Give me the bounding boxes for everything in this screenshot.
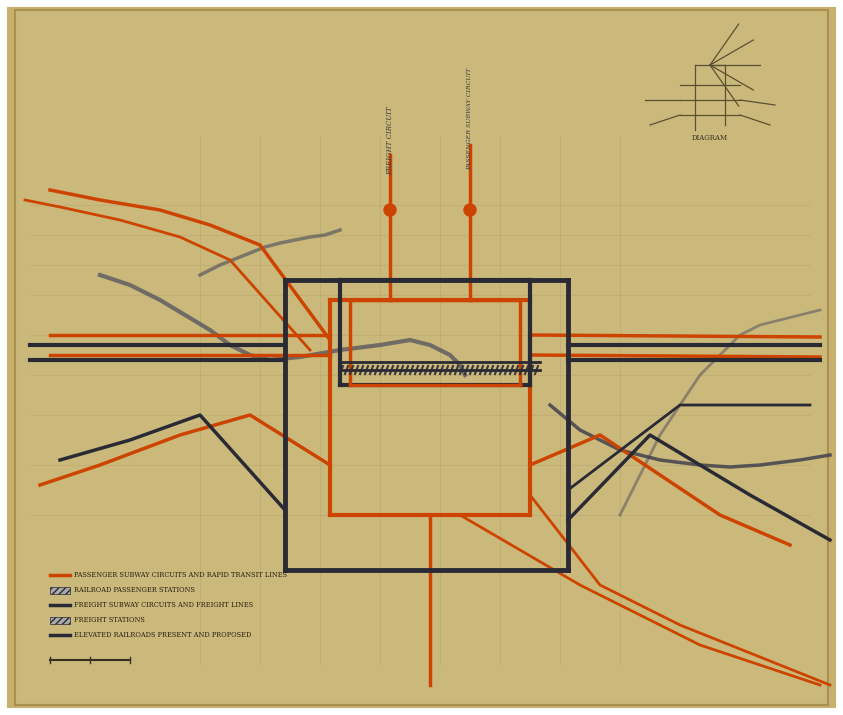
Circle shape [464,204,476,216]
Polygon shape [15,10,828,705]
Polygon shape [20,15,823,700]
Text: PASSENGER SUBWAY CIRCUIT: PASSENGER SUBWAY CIRCUIT [468,68,472,170]
Text: PASSENGER SUBWAY CIRCUITS AND RAPID TRANSIT LINES: PASSENGER SUBWAY CIRCUITS AND RAPID TRAN… [74,571,287,579]
Circle shape [384,204,396,216]
Text: FREIGHT SUBWAY CIRCUITS AND FREIGHT LINES: FREIGHT SUBWAY CIRCUITS AND FREIGHT LINE… [74,601,253,609]
Text: DIAGRAM: DIAGRAM [692,134,728,142]
Bar [50,617,70,624]
Text: ELEVATED RAILROADS PRESENT AND PROPOSED: ELEVATED RAILROADS PRESENT AND PROPOSED [74,631,251,639]
Text: RAILROAD PASSENGER STATIONS: RAILROAD PASSENGER STATIONS [74,586,195,594]
Text: FREIGHT STATIONS: FREIGHT STATIONS [74,616,145,624]
Bar [50,587,70,594]
Text: FREIGHT CIRCUIT: FREIGHT CIRCUIT [386,107,394,175]
